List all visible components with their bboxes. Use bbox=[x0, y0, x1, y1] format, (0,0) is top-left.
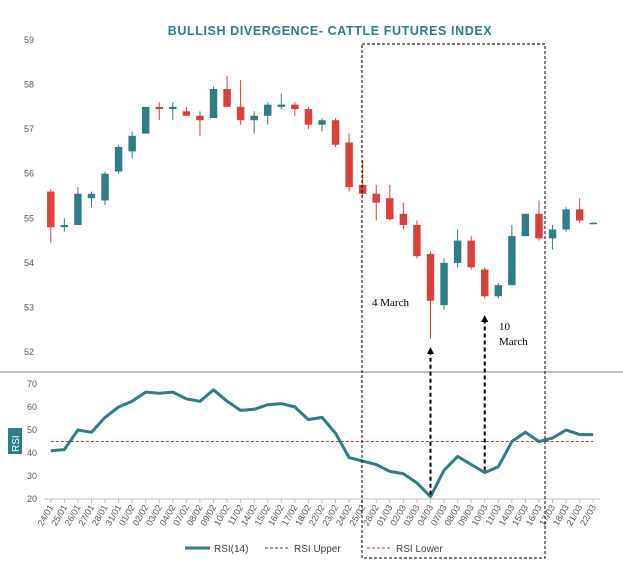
candle-body bbox=[467, 240, 475, 268]
divergence-arrow-head bbox=[481, 315, 489, 322]
candle-body bbox=[453, 240, 462, 263]
candle-body bbox=[236, 106, 245, 121]
candle-body bbox=[87, 193, 96, 199]
rsi-tick-label: 50 bbox=[27, 425, 37, 435]
price-tick-label: 57 bbox=[24, 124, 34, 134]
candle-body bbox=[264, 104, 272, 116]
candle-body bbox=[304, 109, 313, 125]
price-tick-label: 55 bbox=[24, 213, 34, 223]
candle-body bbox=[318, 120, 326, 125]
candle-body bbox=[223, 89, 231, 107]
candle-body bbox=[372, 193, 380, 203]
candle-body bbox=[101, 173, 109, 201]
rsi-axis-label: RSI bbox=[11, 435, 22, 452]
candle-body bbox=[386, 198, 394, 220]
candle-body bbox=[521, 213, 530, 237]
candle-body bbox=[535, 213, 543, 239]
candle-body bbox=[169, 106, 177, 110]
candle-body bbox=[575, 209, 584, 221]
legend-label-rsi14: RSI(14) bbox=[214, 544, 248, 555]
candle-body bbox=[508, 236, 516, 286]
candle-body bbox=[494, 285, 503, 297]
price-tick-label: 56 bbox=[24, 169, 34, 179]
candle-body bbox=[291, 104, 299, 110]
candle-body bbox=[47, 191, 55, 228]
rsi-label-box bbox=[8, 428, 22, 454]
candle-body bbox=[562, 209, 570, 230]
annotation-10-march-line2: March bbox=[499, 336, 528, 348]
x-axis: 24/0125/0126/0127/0128/0131/0101/0202/02… bbox=[36, 498, 600, 528]
candle-body bbox=[60, 224, 69, 228]
divergence-arrow-head bbox=[426, 347, 434, 354]
candle-body bbox=[155, 106, 163, 110]
candle-body bbox=[114, 146, 123, 172]
candle-body bbox=[141, 106, 150, 134]
rsi-tick-label: 70 bbox=[27, 379, 37, 389]
rsi-tick-label: 60 bbox=[27, 402, 37, 412]
price-tick-label: 52 bbox=[24, 347, 34, 357]
candle-body bbox=[413, 224, 421, 257]
candle-body bbox=[128, 135, 136, 152]
rsi-tick-label: 40 bbox=[27, 448, 37, 458]
candlestick-series bbox=[47, 75, 597, 339]
candle-body bbox=[196, 115, 204, 121]
annotation-4-march: 4 March bbox=[372, 297, 409, 309]
candle-body bbox=[440, 262, 448, 306]
candle-body bbox=[182, 111, 191, 116]
price-axis: 52 53 54 55 56 57 58 59 bbox=[24, 35, 34, 357]
candle-body bbox=[358, 184, 367, 194]
price-tick-label: 53 bbox=[24, 302, 34, 312]
price-tick-label: 58 bbox=[24, 80, 34, 90]
candle-body bbox=[426, 253, 435, 301]
rsi14-line bbox=[50, 388, 594, 499]
candle-body bbox=[345, 142, 353, 188]
rsi-axis: 20 30 40 50 60 70 bbox=[27, 379, 37, 504]
candle-body bbox=[277, 104, 286, 107]
rsi-tick-label: 30 bbox=[27, 471, 37, 481]
candle-body bbox=[399, 213, 408, 225]
rsi-series bbox=[50, 388, 594, 499]
candle-body bbox=[74, 193, 82, 225]
divergence-arrows bbox=[426, 315, 489, 495]
candle-body bbox=[331, 120, 340, 145]
candle-body bbox=[250, 115, 258, 121]
candle-body bbox=[209, 89, 218, 118]
legend-label-lower: RSI Lower bbox=[396, 544, 443, 555]
price-tick-label: 59 bbox=[24, 35, 34, 45]
candle-body bbox=[481, 269, 489, 297]
candle-body bbox=[548, 229, 557, 239]
annotation-10-march-line1: 10 bbox=[499, 321, 511, 333]
legend: RSI(14) RSI Upper RSI Lower bbox=[185, 544, 443, 555]
price-tick-label: 54 bbox=[24, 258, 34, 268]
legend-label-upper: RSI Upper bbox=[294, 544, 341, 555]
candle-body bbox=[589, 222, 597, 225]
rsi-tick-label: 20 bbox=[27, 494, 37, 504]
highlight-box bbox=[361, 43, 546, 559]
chart-title: BULLISH DIVERGENCE- CATTLE FUTURES INDEX bbox=[168, 24, 493, 38]
